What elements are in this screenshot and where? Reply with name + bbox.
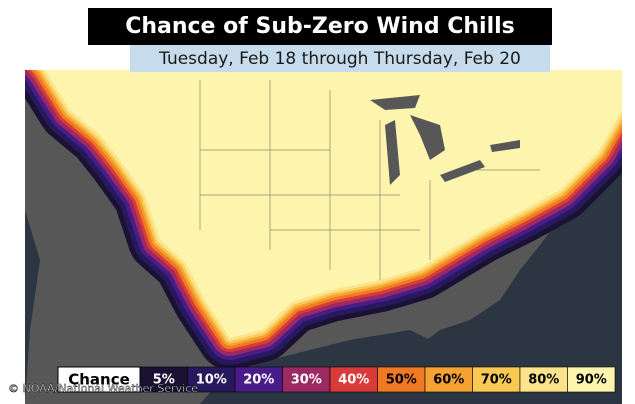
state-lines: [199, 80, 540, 280]
legend-item-label: 80%: [528, 373, 559, 388]
pacific: [25, 210, 40, 404]
chance-band: [45, 70, 622, 338]
legend-swatch: [567, 366, 616, 393]
legend-swatch: [187, 366, 236, 393]
legend-label: Chance: [68, 371, 130, 389]
great-lakes: [370, 95, 520, 185]
legend-item-label: 70%: [481, 373, 512, 388]
legend-swatch: [424, 366, 473, 393]
legend-item-label: 60%: [433, 373, 464, 388]
subtitle-box: [130, 45, 550, 72]
atlantic-ocean: [420, 170, 622, 404]
legend-item-label: 40%: [338, 373, 369, 388]
legend-item-label: 90%: [576, 373, 607, 388]
legend-label-box: [57, 366, 141, 393]
legend-swatch: [377, 366, 426, 393]
legend-item-label: 30%: [291, 373, 322, 388]
subtitle: Tuesday, Feb 18 through Thursday, Feb 20: [158, 49, 521, 69]
credit: © NOAA/National Weather Service: [8, 382, 198, 395]
map: [25, 70, 622, 404]
legend-swatch: [234, 366, 283, 393]
legend-swatch: [329, 366, 378, 393]
legend-swatch: [519, 366, 568, 393]
legend-item-label: 20%: [243, 373, 274, 388]
chance-bands: [25, 70, 622, 370]
legend-swatch: [139, 366, 188, 393]
legend-item-label: 50%: [386, 373, 417, 388]
title: Chance of Sub-Zero Wind Chills: [125, 14, 515, 39]
legend-item-label: 5%: [153, 373, 175, 388]
title-box: [88, 8, 552, 45]
legend-item-label: 10%: [196, 373, 227, 388]
legend: Chance 5% 10% 20% 30% 40% 50% 60% 70% 80% 90%: [57, 366, 616, 393]
